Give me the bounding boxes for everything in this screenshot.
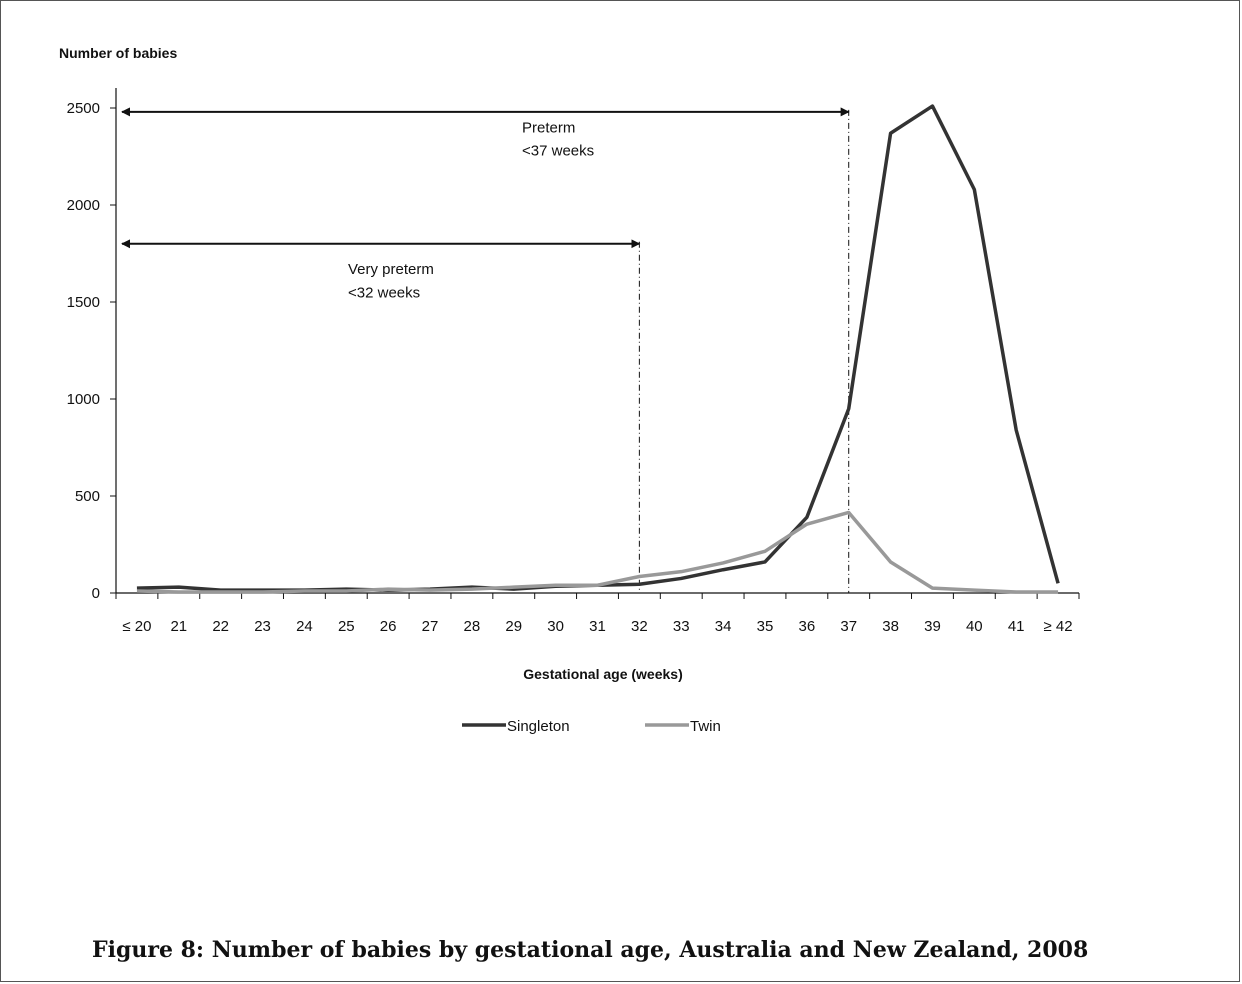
x-tick-label: ≥ 42 [1044, 618, 1073, 635]
annotations: Preterm <37 weeks Very preterm <32 weeks [121, 107, 850, 593]
annotation-text: Very preterm <32 weeks [348, 261, 434, 301]
x-tick-label: 34 [715, 618, 732, 635]
x-tick-label: 29 [505, 618, 522, 635]
series-line-singleton [136, 104, 1060, 592]
legend-label-twin: Twin [690, 718, 721, 735]
x-tick-label: 27 [422, 618, 439, 635]
x-tick-label: 24 [296, 618, 313, 635]
annotation-line: <32 weeks [348, 284, 420, 301]
x-tick-label: 39 [924, 618, 941, 635]
x-tick-label: 26 [380, 618, 397, 635]
series-line-twin [136, 510, 1059, 594]
x-tick-label: 33 [673, 618, 690, 635]
y-tick-label: 1000 [67, 391, 100, 408]
x-tick-label: 32 [631, 618, 648, 635]
x-tick-label: 21 [170, 618, 187, 635]
series-lines [136, 104, 1060, 594]
x-tick-label: 36 [799, 618, 816, 635]
line-chart: Number of babies Gestational age (weeks)… [59, 45, 1080, 735]
x-tick-label: ≤ 20 [122, 618, 151, 635]
axes [110, 88, 1080, 599]
y-tick-label: 0 [92, 585, 100, 602]
annotation-line: Preterm [522, 119, 575, 136]
y-tick-label: 2500 [67, 100, 100, 117]
annotation-text: Preterm <37 weeks [522, 119, 594, 159]
x-tick-label: 31 [589, 618, 606, 635]
y-axis-label: Number of babies [59, 45, 177, 61]
legend: Singleton Twin [462, 718, 721, 735]
y-tick-label: 500 [75, 488, 100, 505]
x-tick-label: 40 [966, 618, 983, 635]
annotation-line: <37 weeks [522, 143, 594, 160]
x-tick-label: 23 [254, 618, 271, 635]
x-tick-label: 38 [882, 618, 899, 635]
x-tick-label: 30 [547, 618, 564, 635]
x-tick-label: 22 [212, 618, 229, 635]
x-tick-label: 25 [338, 618, 355, 635]
x-tick-label: 37 [840, 618, 857, 635]
x-axis-label: Gestational age (weeks) [523, 666, 683, 682]
x-tick-label: 35 [757, 618, 774, 635]
x-tick-label: 28 [464, 618, 481, 635]
figure-caption: Figure 8: Number of babies by gestationa… [92, 937, 1089, 963]
x-tick-label: 41 [1008, 618, 1025, 635]
annotation-line: Very preterm [348, 261, 434, 278]
legend-label-singleton: Singleton [507, 718, 570, 735]
tick-labels: 0 500 1000 1500 2000 2500 ≤ 20 21 22 23 24 25 26 27 28… [67, 100, 1073, 635]
y-tick-label: 2000 [67, 197, 100, 214]
y-tick-label: 1500 [67, 294, 100, 311]
